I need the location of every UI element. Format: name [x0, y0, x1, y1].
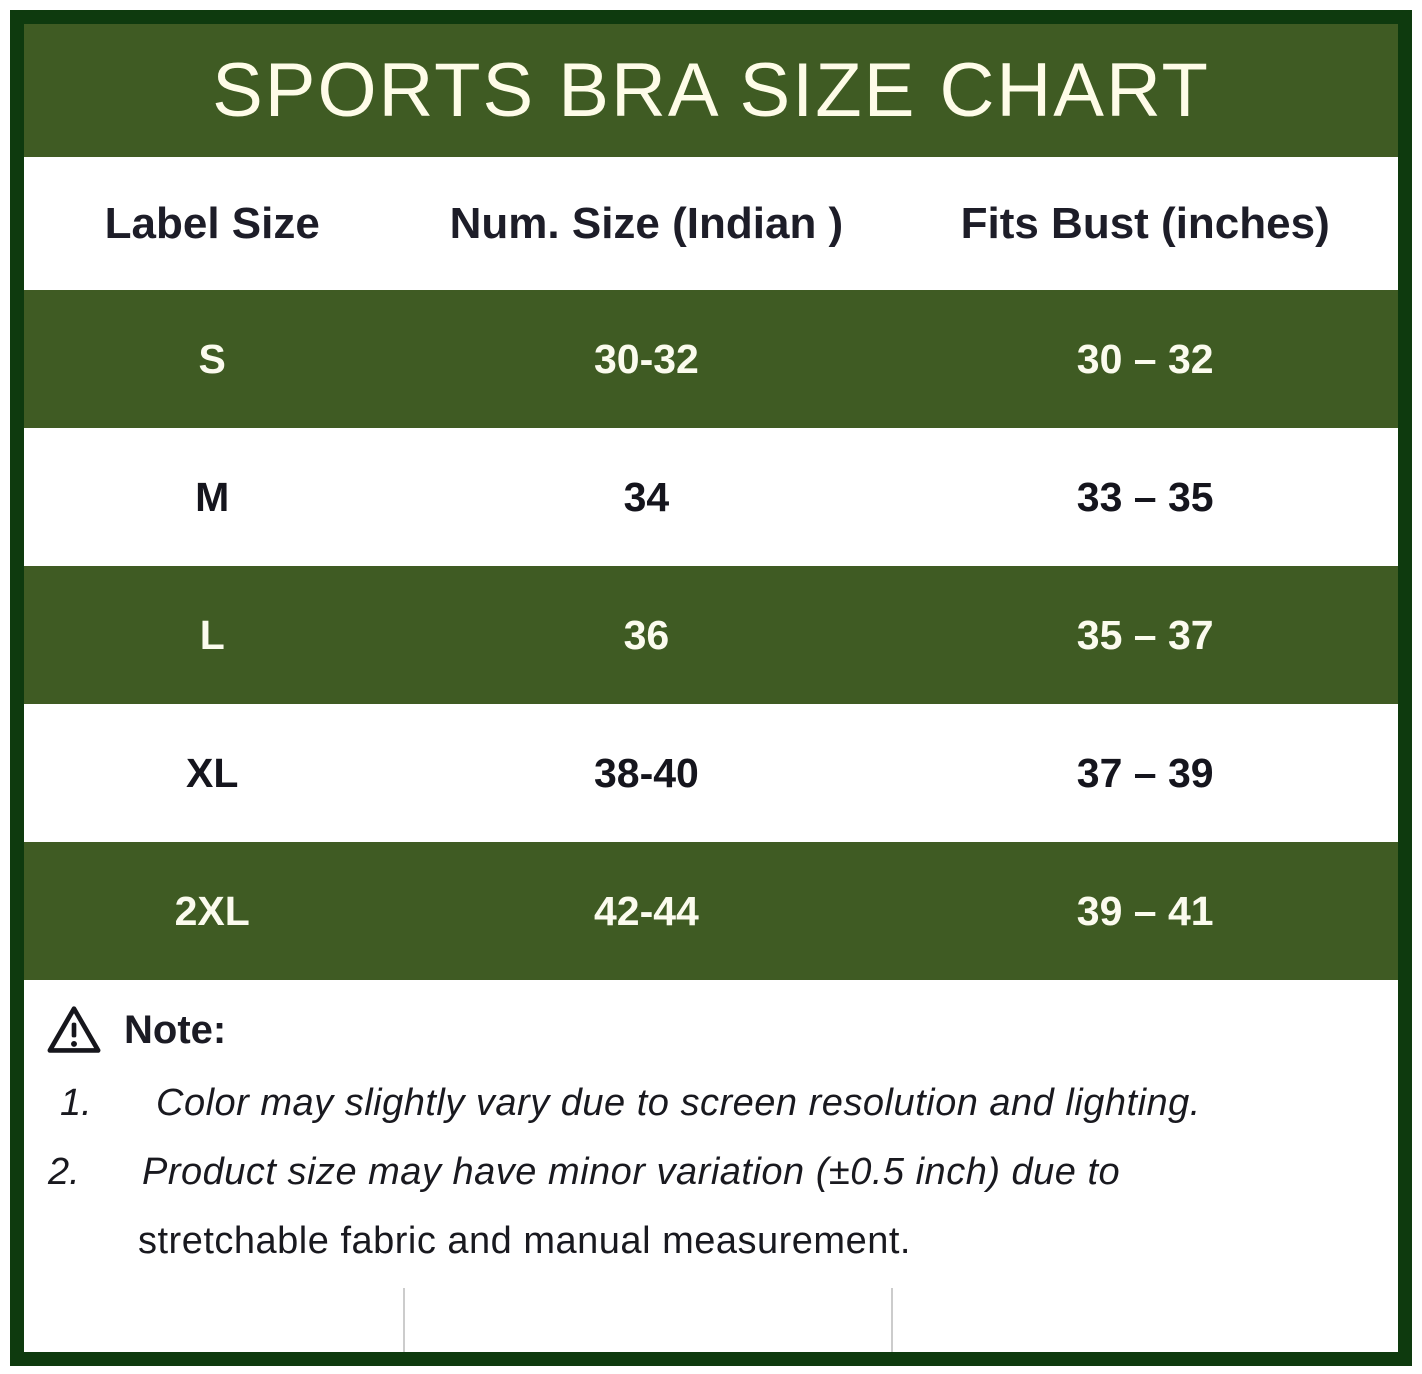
header-label-size: Label Size [104, 198, 320, 248]
table-row-l: L 36 35 – 37 [24, 566, 1398, 704]
column-divider-line [891, 1288, 893, 1352]
cell-fits-bust: 35 – 37 [1076, 611, 1214, 658]
cell-fits-bust: 39 – 41 [1076, 887, 1214, 934]
note-item-number: 1. [60, 1082, 92, 1124]
note-item-2: 2. Product size may have minor variation… [46, 1151, 1398, 1194]
cell-label: M [195, 473, 230, 520]
table-row-m: M 34 33 – 35 [24, 428, 1398, 566]
note-item-text: Color may slightly vary due to screen re… [156, 1082, 1201, 1124]
note-item-number: 2. [48, 1151, 80, 1193]
chart-outer-border: SPORTS BRA SIZE CHART Label Size Num. Si… [10, 10, 1412, 1366]
note-list: 1. Color may slightly vary due to screen… [46, 1082, 1398, 1263]
cell-fits-bust: 33 – 35 [1076, 473, 1214, 520]
note-item-text: Product size may have minor variation (±… [142, 1151, 1121, 1193]
cell-num-size: 34 [623, 473, 670, 520]
note-item-2-continuation: stretchable fabric and manual measuremen… [138, 1220, 911, 1262]
cell-fits-bust: 30 – 32 [1076, 335, 1214, 382]
header-fits-bust: Fits Bust (inches) [960, 198, 1330, 248]
page-title: SPORTS BRA SIZE CHART [212, 48, 1210, 133]
warning-triangle-icon [46, 1004, 102, 1056]
cell-num-size: 36 [623, 611, 670, 658]
title-banner: SPORTS BRA SIZE CHART [24, 24, 1398, 157]
cell-num-size: 42-44 [593, 887, 699, 934]
header-num-size: Num. Size (Indian ) [449, 198, 844, 248]
table-row-s: S 30-32 30 – 32 [24, 290, 1398, 428]
cell-label: 2XL [174, 887, 250, 934]
note-section: Note: 1. Color may slightly vary due to … [24, 980, 1398, 1352]
cell-fits-bust: 37 – 39 [1076, 749, 1214, 796]
table-row-2xl: 2XL 42-44 39 – 41 [24, 842, 1398, 980]
note-heading: Note: [46, 1004, 1398, 1056]
cell-label: L [199, 611, 225, 658]
cell-num-size: 30-32 [593, 335, 699, 382]
size-chart: SPORTS BRA SIZE CHART Label Size Num. Si… [24, 24, 1398, 1352]
column-divider-line [403, 1288, 405, 1352]
cell-num-size: 38-40 [593, 749, 699, 796]
note-item-1: 1. Color may slightly vary due to screen… [46, 1082, 1398, 1125]
table-header-row: Label Size Num. Size (Indian ) Fits Bust… [24, 157, 1398, 290]
note-label: Note: [124, 1007, 227, 1052]
table-row-xl: XL 38-40 37 – 39 [24, 704, 1398, 842]
cell-label: XL [186, 749, 239, 796]
cell-label: S [198, 335, 226, 382]
